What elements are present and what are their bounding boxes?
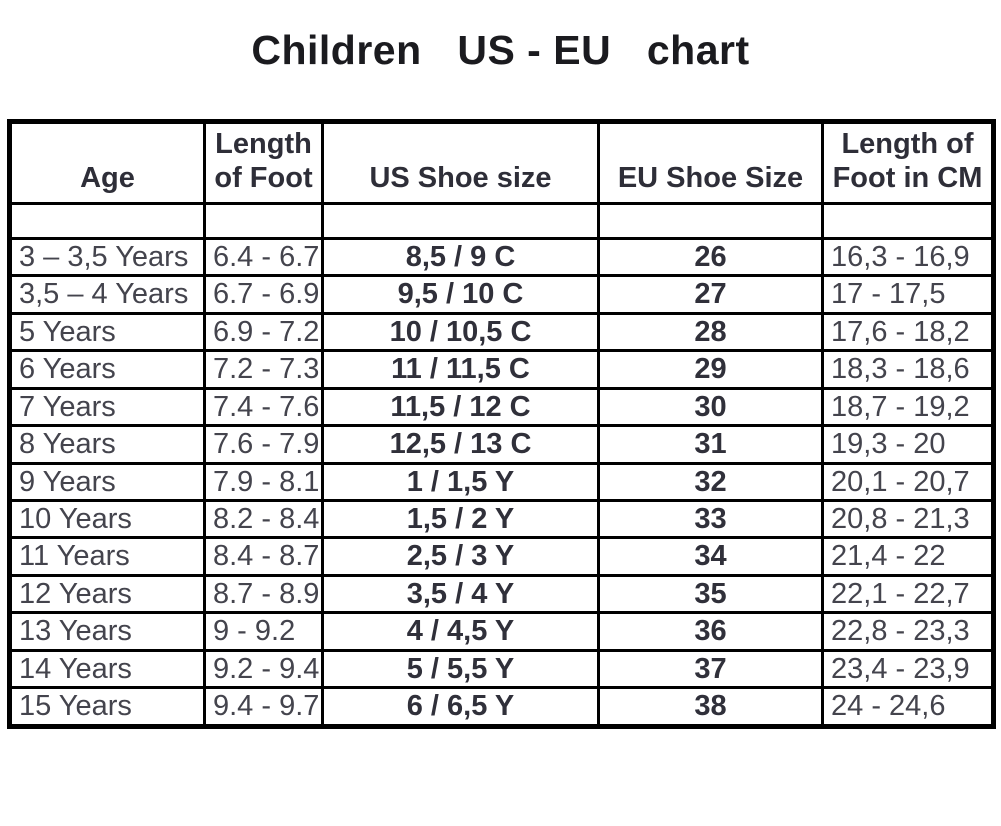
age-cell: 5 Years — [8, 311, 206, 353]
eu-size-cell: 29 — [597, 349, 824, 390]
table-row: 15 Years 9.4 - 9.7 6 / 6,5 Y 38 24 - 24,6 — [8, 686, 995, 728]
foot-length-cell: 6.4 - 6.7 — [203, 236, 324, 278]
eu-size-cell: 33 — [597, 498, 824, 540]
us-size-cell: 8,5 / 9 C — [321, 236, 600, 278]
size-chart-table: Age Length of Foot US Shoe size EU Shoe … — [7, 119, 996, 729]
table-row: 10 Years 8.2 - 8.4 1,5 / 2 Y 33 20,8 - 21,3 — [8, 498, 995, 540]
age-cell: 12 Years — [8, 573, 206, 615]
us-size-cell: 10 / 10,5 C — [321, 311, 600, 353]
foot-length-cell: 9.2 - 9.4 — [203, 648, 324, 690]
table-row: 5 Years 6.9 - 7.2 10 / 10,5 C 28 17,6 - 18,2 — [8, 311, 995, 353]
eu-size-cell: 31 — [597, 424, 824, 465]
spacer-cell — [821, 201, 995, 240]
eu-size-cell: 37 — [597, 648, 824, 690]
foot-cm-cell: 20,1 - 20,7 — [821, 461, 995, 502]
header-foot-length: Length of Foot — [203, 120, 324, 205]
spacer-cell — [321, 201, 600, 240]
eu-size-cell: 36 — [597, 611, 824, 652]
foot-length-cell: 9 - 9.2 — [203, 611, 324, 652]
header-us-size: US Shoe size — [321, 120, 600, 205]
eu-size-cell: 38 — [597, 686, 824, 728]
eu-size-cell: 32 — [597, 461, 824, 502]
eu-size-cell: 27 — [597, 274, 824, 315]
foot-cm-cell: 19,3 - 20 — [821, 424, 995, 465]
table-row: 11 Years 8.4 - 8.7 2,5 / 3 Y 34 21,4 - 22 — [8, 536, 995, 577]
foot-length-cell: 7.2 - 7.3 — [203, 349, 324, 390]
us-size-cell: 2,5 / 3 Y — [321, 536, 600, 577]
table-row: 3,5 – 4 Years 6.7 - 6.9 9,5 / 10 C 27 17 - 1… — [8, 274, 995, 315]
age-cell: 15 Years — [8, 686, 206, 728]
header-age: Age — [8, 120, 206, 205]
foot-cm-cell: 18,3 - 18,6 — [821, 349, 995, 390]
header-eu-size: EU Shoe Size — [597, 120, 824, 205]
age-cell: 3 – 3,5 Years — [8, 236, 206, 278]
age-cell: 6 Years — [8, 349, 206, 390]
age-cell: 7 Years — [8, 386, 206, 428]
foot-cm-cell: 21,4 - 22 — [821, 536, 995, 577]
foot-length-cell: 8.7 - 8.9 — [203, 573, 324, 615]
table-row: 12 Years 8.7 - 8.9 3,5 / 4 Y 35 22,1 - 22,7 — [8, 573, 995, 615]
us-size-cell: 6 / 6,5 Y — [321, 686, 600, 728]
table-row: 14 Years 9.2 - 9.4 5 / 5,5 Y 37 23,4 - 23,9 — [8, 648, 995, 690]
foot-length-cell: 7.6 - 7.9 — [203, 424, 324, 465]
age-cell: 10 Years — [8, 498, 206, 540]
foot-length-cell: 8.4 - 8.7 — [203, 536, 324, 577]
table-row: 3 – 3,5 Years 6.4 - 6.7 8,5 / 9 C 26 16,3 - … — [8, 236, 995, 278]
eu-size-cell: 35 — [597, 573, 824, 615]
us-size-cell: 5 / 5,5 Y — [321, 648, 600, 690]
us-size-cell: 3,5 / 4 Y — [321, 573, 600, 615]
spacer-cell — [597, 201, 824, 240]
foot-length-cell: 7.9 - 8.1 — [203, 461, 324, 502]
foot-length-cell: 8.2 - 8.4 — [203, 498, 324, 540]
table-body: 3 – 3,5 Years 6.4 - 6.7 8,5 / 9 C 26 16,3 - … — [8, 236, 995, 728]
foot-cm-cell: 18,7 - 19,2 — [821, 386, 995, 428]
foot-length-cell: 9.4 - 9.7 — [203, 686, 324, 728]
age-cell: 8 Years — [8, 424, 206, 465]
foot-cm-cell: 17 - 17,5 — [821, 274, 995, 315]
age-cell: 3,5 – 4 Years — [8, 274, 206, 315]
eu-size-cell: 26 — [597, 236, 824, 278]
eu-size-cell: 28 — [597, 311, 824, 353]
table-row: 6 Years 7.2 - 7.3 11 / 11,5 C 29 18,3 - 18,6 — [8, 349, 995, 390]
foot-length-cell: 7.4 - 7.6 — [203, 386, 324, 428]
foot-cm-cell: 22,8 - 23,3 — [821, 611, 995, 652]
spacer-cell — [203, 201, 324, 240]
header-row: Age Length of Foot US Shoe size EU Shoe … — [8, 120, 995, 205]
spacer-cell — [8, 201, 206, 240]
spacer-row — [8, 201, 995, 240]
foot-length-cell: 6.7 - 6.9 — [203, 274, 324, 315]
table-row: 9 Years 7.9 - 8.1 1 / 1,5 Y 32 20,1 - 20,7 — [8, 461, 995, 502]
us-size-cell: 11 / 11,5 C — [321, 349, 600, 390]
header-foot-cm: Length of Foot in CM — [821, 120, 995, 205]
foot-cm-cell: 24 - 24,6 — [821, 686, 995, 728]
foot-cm-cell: 17,6 - 18,2 — [821, 311, 995, 353]
us-size-cell: 1,5 / 2 Y — [321, 498, 600, 540]
age-cell: 11 Years — [8, 536, 206, 577]
age-cell: 13 Years — [8, 611, 206, 652]
foot-cm-cell: 22,1 - 22,7 — [821, 573, 995, 615]
foot-cm-cell: 20,8 - 21,3 — [821, 498, 995, 540]
table-row: 13 Years 9 - 9.2 4 / 4,5 Y 36 22,8 - 23,3 — [8, 611, 995, 652]
age-cell: 9 Years — [8, 461, 206, 502]
table-row: 7 Years 7.4 - 7.6 11,5 / 12 C 30 18,7 - 19,2 — [8, 386, 995, 428]
eu-size-cell: 30 — [597, 386, 824, 428]
us-size-cell: 4 / 4,5 Y — [321, 611, 600, 652]
eu-size-cell: 34 — [597, 536, 824, 577]
page-title: Children US - EU chart — [251, 27, 750, 73]
foot-cm-cell: 16,3 - 16,9 — [821, 236, 995, 278]
age-cell: 14 Years — [8, 648, 206, 690]
us-size-cell: 11,5 / 12 C — [321, 386, 600, 428]
table-row: 8 Years 7.6 - 7.9 12,5 / 13 C 31 19,3 - 20 — [8, 424, 995, 465]
us-size-cell: 1 / 1,5 Y — [321, 461, 600, 502]
us-size-cell: 9,5 / 10 C — [321, 274, 600, 315]
foot-cm-cell: 23,4 - 23,9 — [821, 648, 995, 690]
foot-length-cell: 6.9 - 7.2 — [203, 311, 324, 353]
us-size-cell: 12,5 / 13 C — [321, 424, 600, 465]
